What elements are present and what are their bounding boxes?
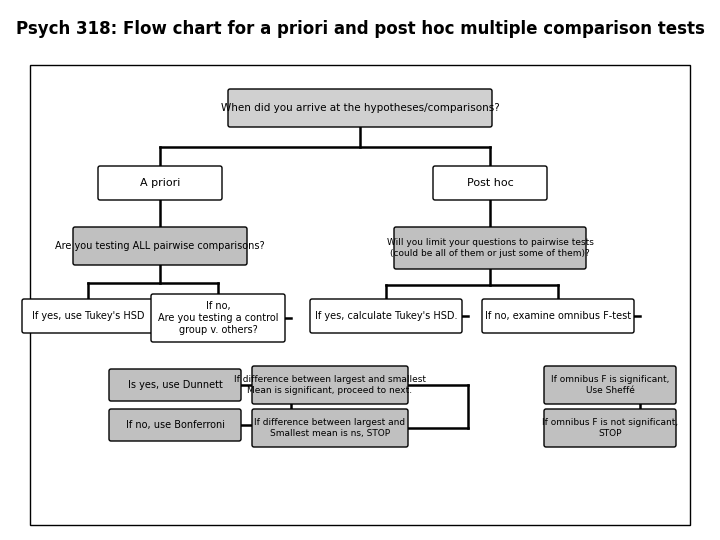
FancyBboxPatch shape: [252, 366, 408, 404]
Text: Are you testing ALL pairwise comparisons?: Are you testing ALL pairwise comparisons…: [55, 241, 265, 251]
FancyBboxPatch shape: [394, 227, 586, 269]
Text: If difference between largest and smallest
Mean is significant, proceed to next.: If difference between largest and smalle…: [234, 375, 426, 395]
Text: If no, examine omnibus F-test: If no, examine omnibus F-test: [485, 311, 631, 321]
Text: A priori: A priori: [140, 178, 180, 188]
Text: If no, use Bonferroni: If no, use Bonferroni: [125, 420, 225, 430]
Text: If yes, use Tukey's HSD: If yes, use Tukey's HSD: [32, 311, 144, 321]
Text: If difference between largest and
Smallest mean is ns, STOP: If difference between largest and Smalle…: [254, 418, 405, 438]
Text: Psych 318: Flow chart for a priori and post hoc multiple comparison tests: Psych 318: Flow chart for a priori and p…: [16, 20, 704, 38]
Text: Will you limit your questions to pairwise tests
(could be all of them or just so: Will you limit your questions to pairwis…: [387, 238, 593, 258]
FancyBboxPatch shape: [98, 166, 222, 200]
FancyBboxPatch shape: [109, 409, 241, 441]
Text: Post hoc: Post hoc: [467, 178, 513, 188]
FancyBboxPatch shape: [109, 369, 241, 401]
FancyBboxPatch shape: [151, 294, 285, 342]
FancyBboxPatch shape: [252, 409, 408, 447]
Text: Is yes, use Dunnett: Is yes, use Dunnett: [127, 380, 222, 390]
FancyBboxPatch shape: [22, 299, 154, 333]
FancyBboxPatch shape: [228, 89, 492, 127]
Text: When did you arrive at the hypotheses/comparisons?: When did you arrive at the hypotheses/co…: [220, 103, 500, 113]
FancyBboxPatch shape: [544, 409, 676, 447]
FancyBboxPatch shape: [73, 227, 247, 265]
Text: If no,
Are you testing a control
group v. others?: If no, Are you testing a control group v…: [158, 301, 278, 335]
Text: If omnibus F is significant,
Use Sheffé: If omnibus F is significant, Use Sheffé: [551, 375, 669, 395]
FancyBboxPatch shape: [433, 166, 547, 200]
Text: If yes, calculate Tukey's HSD.: If yes, calculate Tukey's HSD.: [315, 311, 457, 321]
FancyBboxPatch shape: [544, 366, 676, 404]
FancyBboxPatch shape: [310, 299, 462, 333]
Text: If omnibus F is not significant,
STOP: If omnibus F is not significant, STOP: [542, 418, 678, 438]
FancyBboxPatch shape: [482, 299, 634, 333]
